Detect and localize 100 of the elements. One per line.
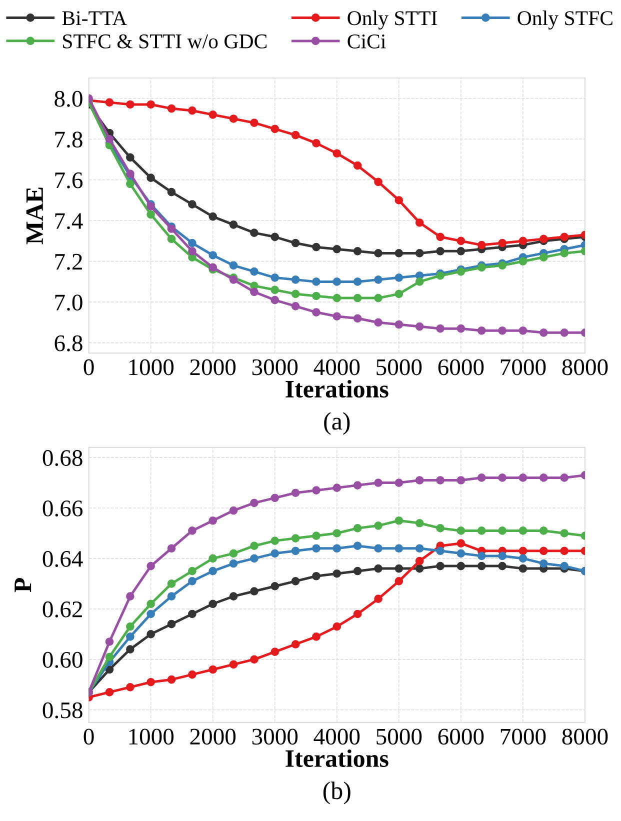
point <box>353 161 362 170</box>
point <box>291 238 300 248</box>
point <box>415 322 424 331</box>
x-tick-label: 2000 <box>190 359 236 376</box>
x-tick-label: 7000 <box>500 359 546 376</box>
point <box>374 544 382 553</box>
x-tick-label: 1000 <box>129 728 174 745</box>
point <box>394 290 404 298</box>
point <box>208 566 218 576</box>
point <box>270 273 280 282</box>
x-tick-label: 0 <box>84 359 94 376</box>
point <box>270 648 280 656</box>
x-tick-label: 4000 <box>314 728 360 745</box>
y-axis-title: P <box>14 578 32 592</box>
point <box>498 562 506 570</box>
point <box>312 572 320 580</box>
point <box>291 488 300 498</box>
text: (b) <box>323 782 350 804</box>
point <box>105 652 114 662</box>
x-tick-label: 2000 <box>190 728 236 745</box>
point <box>498 326 506 335</box>
point <box>477 562 486 570</box>
point <box>229 660 238 669</box>
point <box>229 592 238 600</box>
x-tick-label: 3000 <box>252 359 298 376</box>
point <box>394 320 404 329</box>
point <box>560 562 568 570</box>
point <box>126 645 134 654</box>
point <box>436 562 444 570</box>
y-tick-label: 0.66 <box>42 500 83 517</box>
x-tick-label: 5000 <box>376 728 422 745</box>
point <box>167 580 176 588</box>
point <box>374 249 382 258</box>
point <box>167 592 176 600</box>
point <box>146 174 155 182</box>
point <box>539 546 548 556</box>
point <box>518 326 528 335</box>
point <box>415 564 424 573</box>
x-tick-label: 8000 <box>562 359 608 376</box>
x-tick-label: 6000 <box>438 359 484 376</box>
legend-label: Only STFC <box>518 10 612 30</box>
point <box>498 238 506 248</box>
x-tick-label: 4000 <box>314 359 360 376</box>
point <box>332 484 342 492</box>
point <box>353 314 362 323</box>
point <box>250 655 258 664</box>
point <box>518 564 528 573</box>
legend-label: Bi-TTA <box>62 11 127 26</box>
point <box>146 202 155 211</box>
point <box>291 577 300 586</box>
point <box>146 100 155 109</box>
legend-label: CiCi <box>348 34 386 48</box>
point <box>146 678 155 686</box>
point <box>229 261 238 270</box>
point <box>498 526 506 535</box>
point <box>188 238 196 248</box>
point <box>146 562 155 570</box>
point <box>146 210 155 219</box>
point <box>188 566 196 576</box>
point <box>105 134 114 144</box>
point <box>126 632 134 641</box>
point <box>312 139 320 148</box>
point <box>208 251 218 260</box>
point <box>436 524 444 532</box>
point <box>291 302 300 310</box>
point <box>167 675 176 684</box>
point <box>394 544 404 553</box>
point <box>353 542 362 550</box>
legend-label: Only STTI <box>348 10 437 30</box>
point <box>250 228 258 237</box>
point <box>188 577 196 586</box>
point <box>250 267 258 276</box>
point <box>456 539 466 548</box>
point <box>167 104 176 113</box>
point <box>415 476 424 484</box>
point <box>250 498 258 508</box>
point <box>229 506 238 515</box>
point <box>374 478 382 487</box>
point <box>415 218 424 227</box>
point <box>374 276 382 284</box>
point <box>415 278 424 286</box>
point <box>270 286 280 294</box>
point <box>332 294 342 302</box>
x-tick-label: 6000 <box>438 728 484 745</box>
point <box>250 542 258 550</box>
point <box>353 524 362 532</box>
y-tick-label: 0.60 <box>42 652 82 668</box>
point <box>208 110 218 119</box>
point <box>188 106 196 115</box>
point <box>188 247 196 256</box>
point <box>374 294 382 302</box>
point <box>146 630 155 638</box>
point <box>518 526 528 535</box>
point <box>188 526 196 535</box>
point <box>188 610 196 618</box>
point <box>353 278 362 286</box>
point <box>477 240 486 250</box>
x-tick-label: 3000 <box>252 728 298 745</box>
point <box>477 552 486 560</box>
point <box>436 247 444 256</box>
